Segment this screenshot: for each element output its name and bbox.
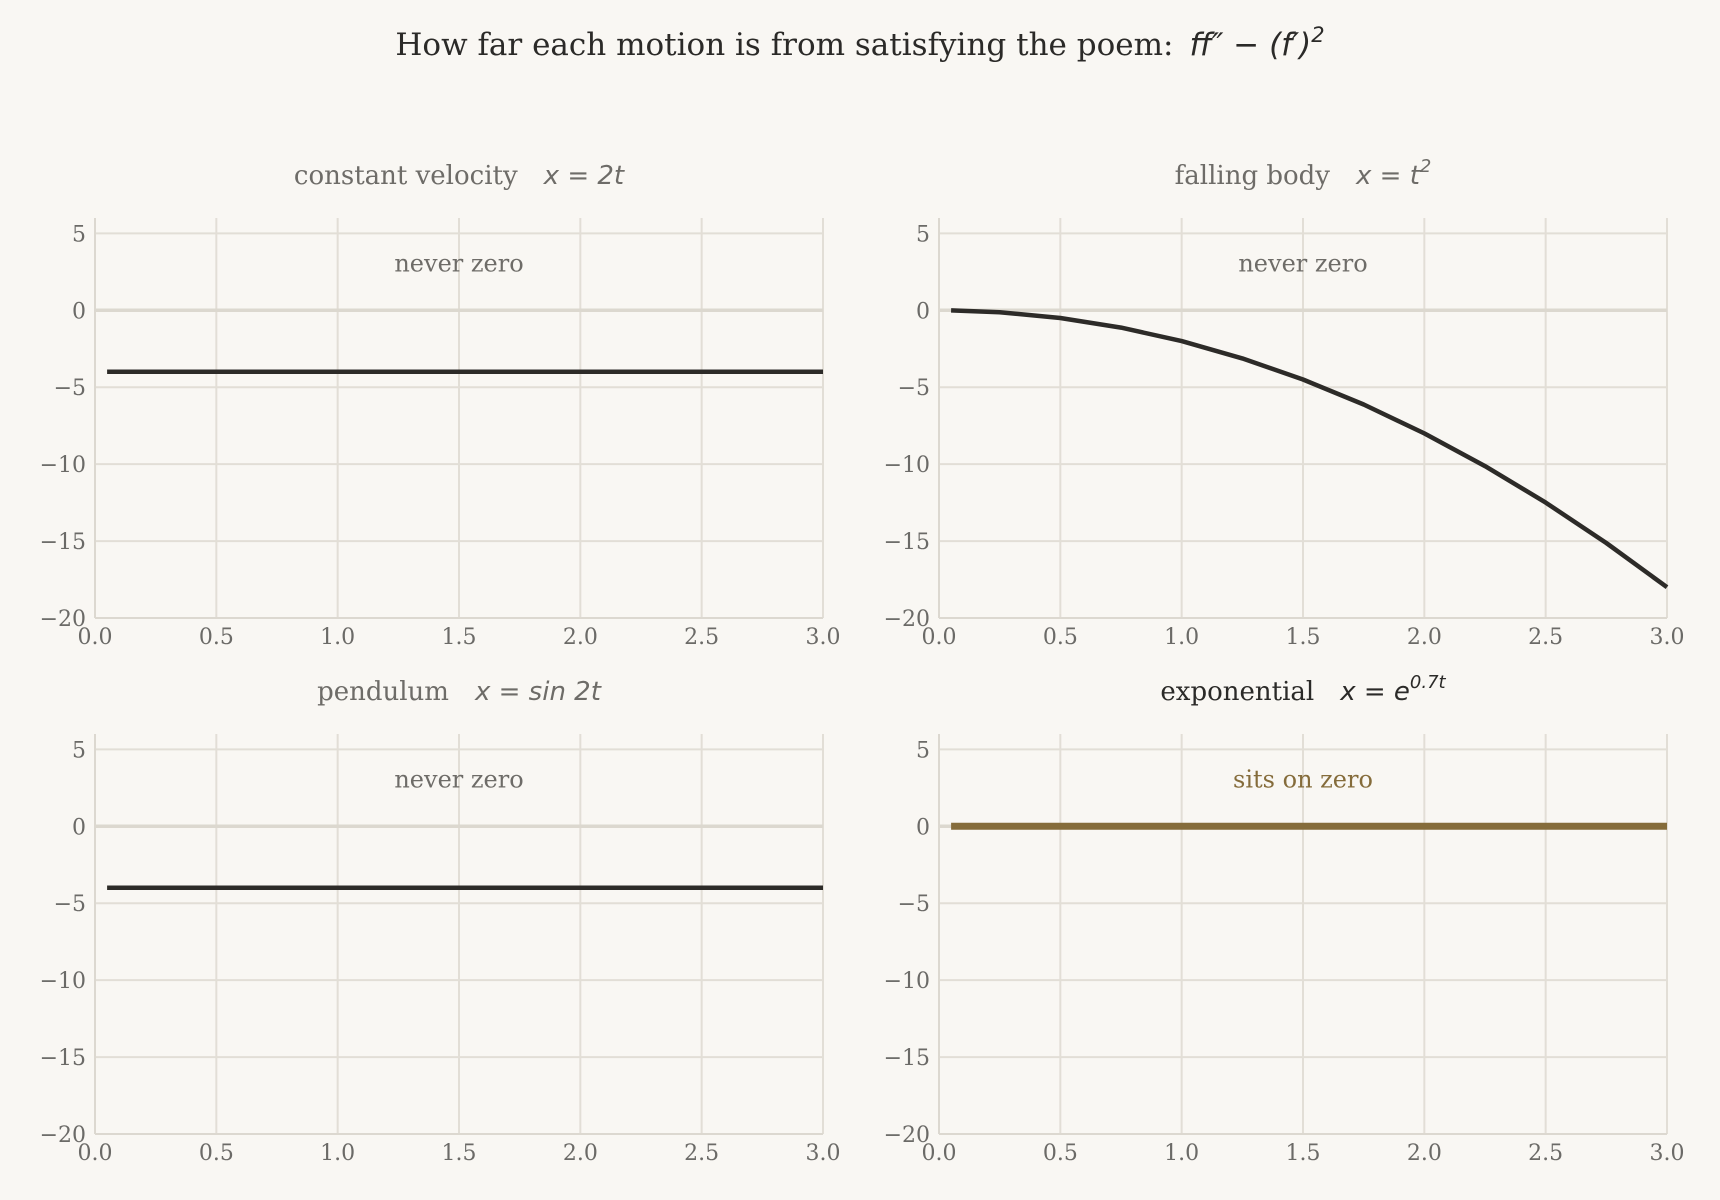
panel-title-text: exponential xyxy=(1160,677,1314,707)
y-tick-label: −15 xyxy=(40,530,86,555)
panel-annotation: never zero xyxy=(394,765,523,793)
panel-1: 0.0 0.5 1.0 1.5 2.0 2.5 3.0 5 0 −5 −10 −15 −20 consta… xyxy=(40,161,841,650)
y-tick-label: −5 xyxy=(898,376,930,401)
y-tick-label: 5 xyxy=(72,222,86,247)
grid xyxy=(94,218,824,619)
x-tick-label: 2.0 xyxy=(563,1141,598,1166)
panel-formula: x = 2t xyxy=(543,161,625,191)
x-tick-label: 0.0 xyxy=(922,625,957,650)
x-tick-label: 2.0 xyxy=(563,625,598,650)
figure-title: How far each motion is from satisfying t… xyxy=(395,23,1324,63)
x-tick-label: 1.0 xyxy=(1164,1141,1199,1166)
x-tick-label: 0.0 xyxy=(78,1141,113,1166)
grid xyxy=(938,218,1668,619)
x-tick-label: 1.5 xyxy=(1286,625,1321,650)
panel-formula: x = sin 2t xyxy=(474,677,602,707)
y-tick-label: −5 xyxy=(54,376,86,401)
y-tick-label: 0 xyxy=(72,299,86,324)
figure-title-math: ff″ − (f′) xyxy=(1189,27,1311,63)
y-tick-label: 5 xyxy=(916,738,930,763)
panel-title: exponential x = e0.7t xyxy=(1160,672,1446,707)
y-tick-label: −5 xyxy=(54,892,86,917)
panel-2: 0.0 0.5 1.0 1.5 2.0 2.5 3.0 5 0 −5 −10 −15 −20 fallin… xyxy=(884,156,1685,650)
x-tick-label: 2.5 xyxy=(684,625,719,650)
y-tick-label: −20 xyxy=(884,1123,930,1148)
y-tick-label: 0 xyxy=(72,815,86,840)
y-tick-label: −20 xyxy=(884,607,930,632)
x-tick-label: 3.0 xyxy=(1650,625,1685,650)
panel-formula-exponent: 0.7t xyxy=(1410,672,1447,693)
x-tick-label: 1.5 xyxy=(442,1141,477,1166)
grid xyxy=(938,734,1668,1135)
x-tick-label: 0.5 xyxy=(199,625,234,650)
panel-4: 0.0 0.5 1.0 1.5 2.0 2.5 3.0 5 0 −5 −10 −15 −20 expone… xyxy=(884,672,1685,1166)
x-tick-label: 0.0 xyxy=(922,1141,957,1166)
x-tick-label: 3.0 xyxy=(806,625,841,650)
x-tick-label: 0.5 xyxy=(1043,625,1078,650)
panel-title: falling body x = t2 xyxy=(1175,156,1432,191)
y-tick-label: 0 xyxy=(916,815,930,840)
x-tick-label: 0.5 xyxy=(199,1141,234,1166)
x-tick-label: 1.0 xyxy=(1164,625,1199,650)
panel-annotation: sits on zero xyxy=(1233,765,1373,793)
x-tick-label: 2.5 xyxy=(1528,625,1563,650)
x-tick-label: 2.5 xyxy=(684,1141,719,1166)
y-tick-label: 5 xyxy=(72,738,86,763)
x-tick-label: 1.0 xyxy=(320,625,355,650)
grid xyxy=(94,734,824,1135)
panel-title-text: falling body xyxy=(1175,161,1331,191)
y-tick-label: −10 xyxy=(884,969,930,994)
series-line xyxy=(951,308,1669,590)
panel-annotation: never zero xyxy=(394,249,523,277)
y-tick-label: −15 xyxy=(40,1046,86,1071)
y-tick-label: −20 xyxy=(40,607,86,632)
panel-formula-exponent: 2 xyxy=(1420,156,1431,177)
panel-formula: x = t xyxy=(1355,161,1421,191)
x-tick-label: 0.5 xyxy=(1043,1141,1078,1166)
y-tick-label: −15 xyxy=(884,530,930,555)
y-tick-label: 5 xyxy=(916,222,930,247)
y-tick-label: −15 xyxy=(884,1046,930,1071)
panel-formula: x = e xyxy=(1339,677,1410,707)
x-tick-label: 2.0 xyxy=(1407,1141,1442,1166)
figure-title-text: How far each motion is from satisfying t… xyxy=(395,27,1173,63)
y-tick-label: −10 xyxy=(40,453,86,478)
x-tick-label: 1.5 xyxy=(1286,1141,1321,1166)
panel-title-text: pendulum xyxy=(317,677,449,707)
panel-annotation: never zero xyxy=(1238,249,1367,277)
y-tick-label: −10 xyxy=(884,453,930,478)
x-tick-label: 2.5 xyxy=(1528,1141,1563,1166)
y-tick-label: −5 xyxy=(898,892,930,917)
panel-title: constant velocity x = 2t xyxy=(294,161,625,191)
panel-title-text: constant velocity xyxy=(294,161,518,191)
y-tick-label: −10 xyxy=(40,969,86,994)
y-tick-label: −20 xyxy=(40,1123,86,1148)
y-tick-label: 0 xyxy=(916,299,930,324)
x-tick-label: 1.0 xyxy=(320,1141,355,1166)
panel-title: pendulum x = sin 2t xyxy=(317,677,602,707)
x-tick-label: 2.0 xyxy=(1407,625,1442,650)
x-tick-label: 0.0 xyxy=(78,625,113,650)
x-tick-label: 3.0 xyxy=(1650,1141,1685,1166)
x-tick-label: 1.5 xyxy=(442,625,477,650)
figure-title-exponent: 2 xyxy=(1311,23,1324,47)
panel-3: 0.0 0.5 1.0 1.5 2.0 2.5 3.0 5 0 −5 −10 −15 −20 pendul… xyxy=(40,677,841,1166)
x-tick-label: 3.0 xyxy=(806,1141,841,1166)
